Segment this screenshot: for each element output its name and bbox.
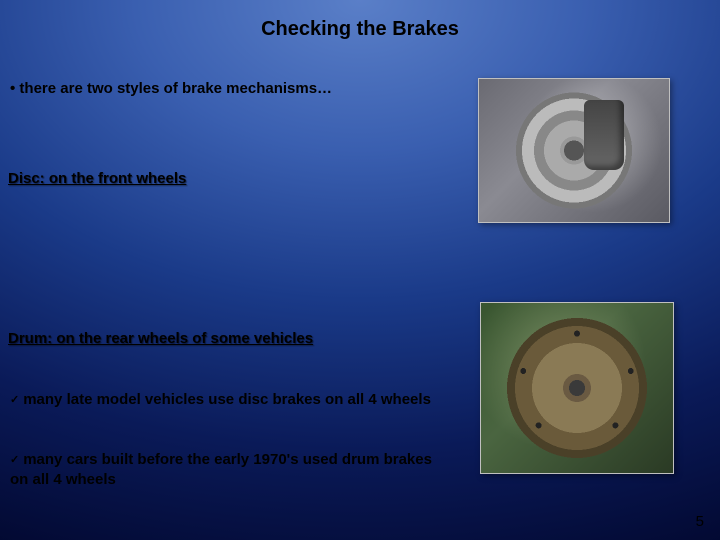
drum-brake-graphic	[481, 303, 673, 473]
intro-bullet: there are two styles of brake mechanisms…	[10, 80, 332, 97]
drum-brake-image	[480, 302, 674, 474]
note-2: ✓many cars built before the early 1970's…	[10, 450, 440, 491]
check-icon: ✓	[10, 394, 19, 406]
note-2-text: many cars built before the early 1970's …	[10, 451, 432, 488]
slide-title: Checking the Brakes	[0, 18, 720, 41]
disc-brake-graphic	[479, 79, 669, 222]
check-icon: ✓	[10, 454, 19, 466]
page-number: 5	[696, 513, 704, 530]
disc-brake-image	[478, 78, 670, 223]
note-1: ✓ many late model vehicles use disc brake…	[10, 390, 440, 410]
disc-label: Disc: on the front wheels	[8, 170, 186, 187]
slide: Checking the Brakes there are two styles…	[0, 0, 720, 540]
note-1-text: many late model vehicles use disc brakes…	[23, 391, 431, 408]
intro-text: there are two styles of brake mechanisms…	[19, 80, 332, 97]
drum-label: Drum: on the rear wheels of some vehicle…	[8, 330, 313, 347]
